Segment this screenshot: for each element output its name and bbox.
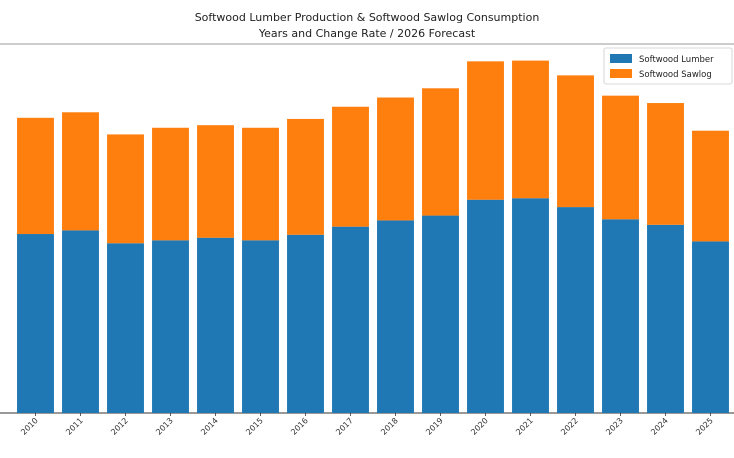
bar-sawlog-2022 bbox=[557, 75, 594, 208]
x-tick-label-2018: 2018 bbox=[379, 416, 400, 437]
x-tick-label-2013: 2013 bbox=[154, 416, 175, 437]
x-tick-label-2010: 2010 bbox=[19, 416, 40, 437]
x-tick-label-2023: 2023 bbox=[604, 416, 625, 437]
x-tick-label-2025: 2025 bbox=[694, 416, 715, 437]
x-tick-label-2014: 2014 bbox=[199, 416, 220, 437]
chart-title: Softwood Lumber Production & Softwood Sa… bbox=[195, 11, 540, 24]
bar-lumber-2010 bbox=[17, 234, 54, 413]
bar-lumber-2011 bbox=[62, 230, 99, 413]
bar-lumber-2016 bbox=[287, 234, 324, 413]
chart-subtitle: Years and Change Rate / 2026 Forecast bbox=[258, 27, 476, 40]
bar-sawlog-2023 bbox=[602, 95, 639, 220]
bar-sawlog-2018 bbox=[377, 97, 414, 221]
bar-lumber-2015 bbox=[242, 240, 279, 413]
bar-lumber-2022 bbox=[557, 207, 594, 413]
x-tick-label-2024: 2024 bbox=[649, 416, 670, 437]
bar-lumber-2024 bbox=[647, 224, 684, 413]
x-tick-labels: 2010 2011 2012 2013 2014 2015 2016 2017 2018 2019… bbox=[19, 413, 715, 437]
bar-lumber-2020 bbox=[467, 199, 504, 413]
legend-swatch-sawlog bbox=[610, 69, 632, 78]
x-tick-label-2022: 2022 bbox=[559, 416, 580, 437]
legend: Softwood Lumber Softwood Sawlog bbox=[603, 47, 733, 85]
x-tick-label-2017: 2017 bbox=[334, 416, 355, 437]
x-tick-label-2021: 2021 bbox=[514, 416, 535, 437]
bar-sawlog-2013 bbox=[152, 127, 189, 241]
bar-sawlog-2014 bbox=[197, 125, 234, 238]
bar-sawlog-2012 bbox=[107, 134, 144, 244]
legend-label-lumber: Softwood Lumber bbox=[639, 55, 714, 65]
bar-lumber-2018 bbox=[377, 220, 414, 413]
bar-sawlog-2011 bbox=[62, 112, 99, 231]
legend-box bbox=[603, 47, 733, 85]
bar-sawlog-2024 bbox=[647, 103, 684, 225]
bar-sawlog-2019 bbox=[422, 88, 459, 216]
bar-sawlog-2016 bbox=[287, 118, 324, 235]
bar-sawlog-2015 bbox=[242, 127, 279, 241]
legend-label-sawlog: Softwood Sawlog bbox=[639, 70, 712, 80]
bar-lumber-2014 bbox=[197, 237, 234, 413]
x-tick-label-2015: 2015 bbox=[244, 416, 265, 437]
bar-sawlog-2010 bbox=[17, 117, 54, 235]
bar-lumber-2025 bbox=[692, 241, 729, 413]
bars-group bbox=[17, 60, 729, 413]
bar-lumber-2019 bbox=[422, 215, 459, 413]
bar-lumber-2023 bbox=[602, 219, 639, 413]
bar-sawlog-2021 bbox=[512, 60, 549, 199]
x-tick-label-2016: 2016 bbox=[289, 416, 310, 437]
bar-lumber-2012 bbox=[107, 243, 144, 413]
bar-sawlog-2017 bbox=[332, 106, 369, 227]
bar-lumber-2021 bbox=[512, 198, 549, 413]
bar-sawlog-2025 bbox=[692, 130, 729, 242]
bar-lumber-2017 bbox=[332, 226, 369, 413]
x-tick-label-2011: 2011 bbox=[64, 416, 85, 437]
x-tick-label-2020: 2020 bbox=[469, 416, 490, 437]
x-tick-label-2019: 2019 bbox=[424, 416, 445, 437]
bar-lumber-2013 bbox=[152, 240, 189, 413]
x-tick-label-2012: 2012 bbox=[109, 416, 130, 437]
bar-sawlog-2020 bbox=[467, 61, 504, 200]
legend-swatch-lumber bbox=[610, 54, 632, 63]
